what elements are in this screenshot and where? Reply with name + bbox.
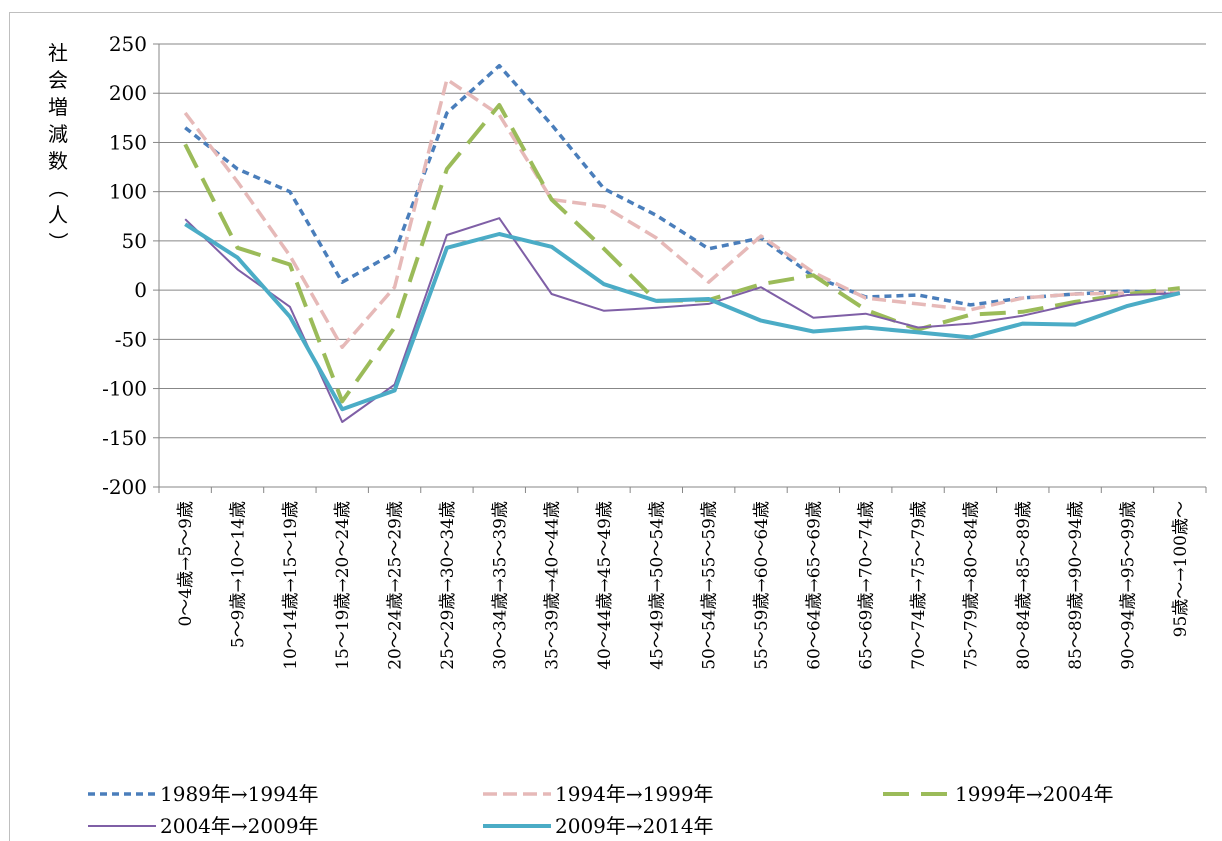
y-tick-labels: 250 200 150 100 50 0 -50 -100 -150 -200 xyxy=(102,32,147,499)
x-tick-label: 90～94歳→95～99歳 xyxy=(1118,501,1138,670)
x-tick-label: 20～24歳→25～29歳 xyxy=(386,501,406,670)
legend-entry: 1994年→1999年 xyxy=(555,782,714,806)
legend-entry: 1989年→1994年 xyxy=(160,782,319,806)
y-axis-label-char: 会 xyxy=(48,68,68,92)
series-lines xyxy=(183,63,1181,423)
y-axis-label-char: （ xyxy=(46,178,70,198)
x-tick-label: 95歳～→100歳～ xyxy=(1171,501,1191,637)
x-tick-label: 15～19歳→20～24歳 xyxy=(333,501,353,670)
y-tick-label: 150 xyxy=(109,130,147,154)
x-tick-label: 60～64歳→65～69歳 xyxy=(804,501,824,670)
x-tick-label: 35～39歳→40～44歳 xyxy=(543,501,563,670)
x-tick-label: 5～9歳→10～14歳 xyxy=(229,501,249,648)
y-axis-label-char: 増 xyxy=(48,95,68,119)
chart-frame xyxy=(9,12,1222,841)
legend-entry: 2009年→2014年 xyxy=(555,814,714,838)
x-tick-label: 50～54歳→55～59歳 xyxy=(700,501,720,670)
x-tick-label: 75～79歳→80～84歳 xyxy=(961,501,981,670)
y-tick-label: 100 xyxy=(109,180,147,204)
legend-entry: 2004年→2009年 xyxy=(160,814,319,838)
series-line xyxy=(183,77,1180,349)
y-tick-label: 50 xyxy=(122,229,147,253)
x-tick-label: 85～89歳→90～94歳 xyxy=(1066,501,1086,670)
gridlines xyxy=(159,43,1206,488)
x-tick-label: 0～4歳→5～9歳 xyxy=(176,501,196,627)
x-tick-label: 45～49歳→50～54歳 xyxy=(647,501,667,670)
y-axis-label-char: 社 xyxy=(48,41,68,65)
legend-entry: 1999年→2004年 xyxy=(955,782,1114,806)
y-tick-label: 200 xyxy=(109,81,147,105)
series-line xyxy=(184,217,1180,423)
legend: 1989年→1994年 1994年→1999年 1999年→2004年 2004年→2… xyxy=(88,782,1114,838)
y-axis-label-char: 減 xyxy=(48,122,68,146)
x-tick-label: 55～59歳→60～64歳 xyxy=(752,501,772,670)
series-line xyxy=(184,222,1181,412)
y-tick-label: -200 xyxy=(102,475,147,499)
y-tick-label: 0 xyxy=(134,278,147,302)
x-tick-label: 40～44歳→45～49歳 xyxy=(595,501,615,670)
y-axis-label-char: 数 xyxy=(48,149,68,173)
y-tick-label: 250 xyxy=(109,32,147,56)
x-tick-label: 65～69歳→70～74歳 xyxy=(857,501,877,670)
x-tick-label: 80～84歳→85～89歳 xyxy=(1014,501,1034,670)
series-line xyxy=(184,63,1180,307)
axes xyxy=(153,43,1207,493)
y-axis-label-char: ） xyxy=(46,232,70,252)
x-tick-labels: 0～4歳→5～9歳 5～9歳→10～14歳 10～14歳→15～19歳 15～19歳→… xyxy=(176,501,1191,670)
y-tick-label: -50 xyxy=(115,327,147,351)
x-tick-label: 70～74歳→75～79歳 xyxy=(909,501,929,670)
y-tick-label: -150 xyxy=(102,426,147,450)
y-tick-label: -100 xyxy=(102,377,147,401)
y-axis-label-char: 人 xyxy=(48,203,68,227)
x-tick-label: 10～14歳→15～19歳 xyxy=(281,501,301,670)
series-line xyxy=(183,103,1181,404)
x-tick-label: 30～34歳→35～39歳 xyxy=(490,501,510,670)
x-tick-label: 25～29歳→30～34歳 xyxy=(438,501,458,670)
